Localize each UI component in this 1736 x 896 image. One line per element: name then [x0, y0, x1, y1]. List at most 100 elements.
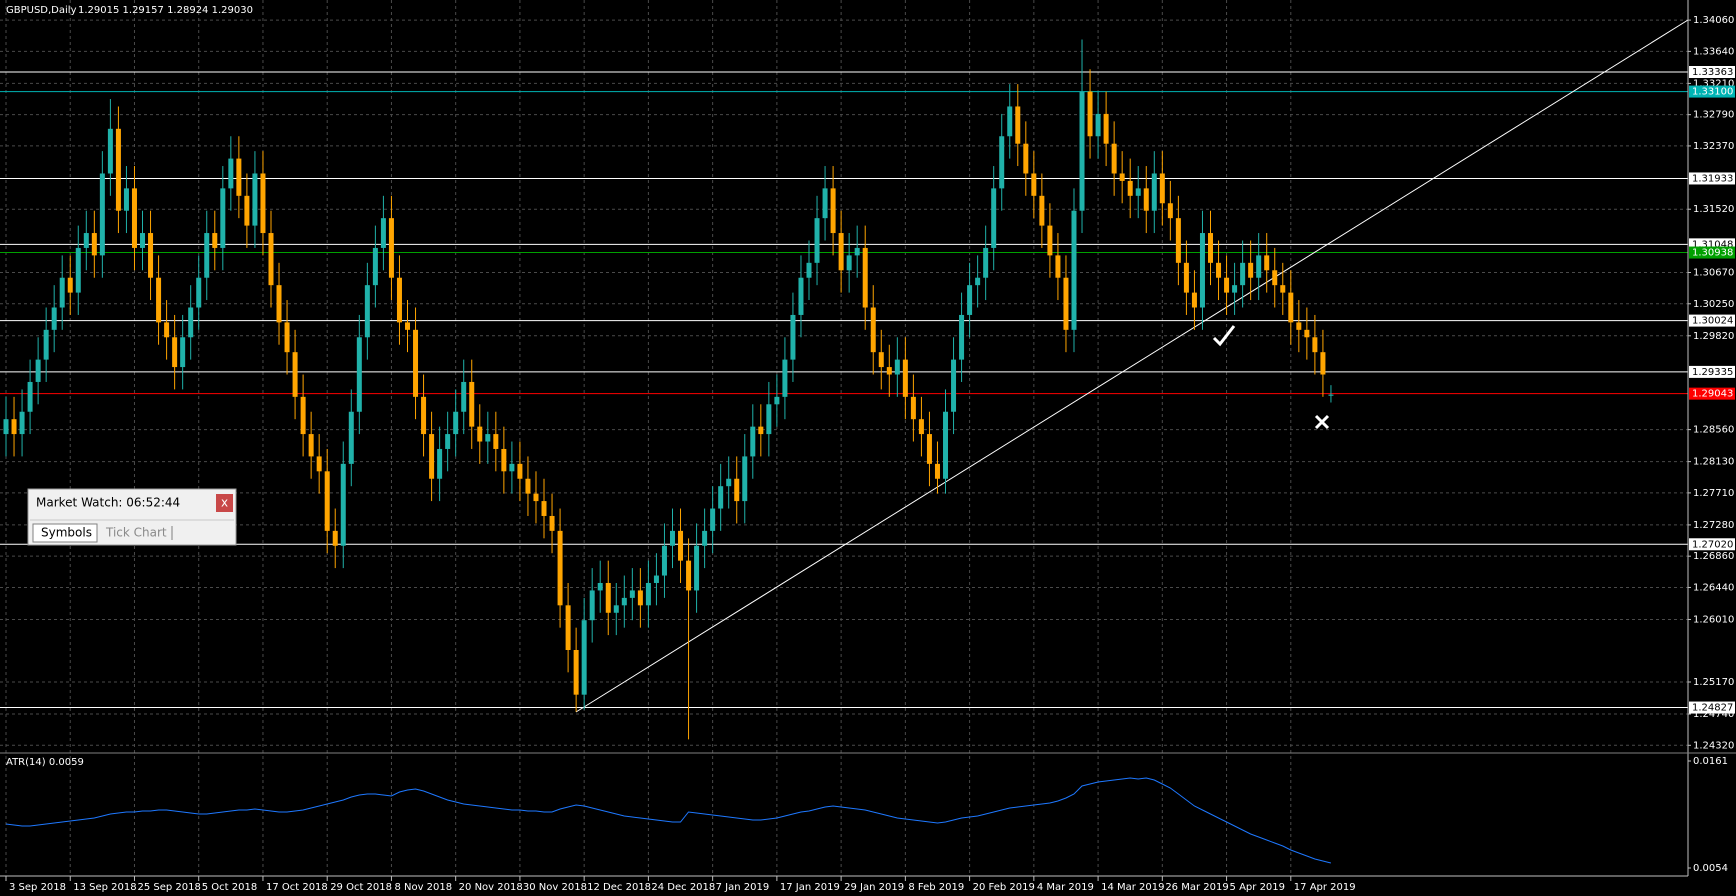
candle-body: [589, 590, 595, 621]
candle-body: [1127, 180, 1133, 196]
level-label-bg: [1689, 246, 1735, 259]
candle-body: [51, 307, 57, 330]
candle-body: [838, 233, 844, 271]
atr-y-tick-label: 0.0054: [1693, 863, 1728, 874]
candle-body: [1079, 91, 1085, 211]
x-tick-label: 17 Apr 2019: [1294, 882, 1356, 893]
candle-body: [854, 247, 860, 256]
y-tick-label: 1.33640: [1693, 46, 1734, 57]
tab-label[interactable]: Symbols: [41, 526, 92, 540]
y-tick-label: 1.32370: [1693, 141, 1734, 152]
level-label: 1.30024: [1692, 316, 1733, 327]
x-tick-label: 3 Sep 2018: [9, 882, 66, 893]
candle-body: [1312, 337, 1318, 353]
close-button[interactable]: [216, 494, 233, 512]
level-label: 1.31933: [1692, 173, 1733, 184]
x-tick-label: 12 Dec 2018: [587, 882, 651, 893]
x-tick-label: 24 Dec 2018: [651, 882, 715, 893]
x-tick-label: 8 Nov 2018: [394, 882, 452, 893]
candle-body: [485, 434, 491, 442]
level-label: 1.29335: [1692, 367, 1733, 378]
candle-body: [19, 411, 25, 435]
candle-body: [846, 255, 852, 271]
candle-body: [27, 381, 33, 412]
candle-body: [1304, 329, 1310, 338]
candle-body: [573, 649, 579, 695]
y-tick-label: 1.26860: [1693, 551, 1734, 562]
candle-body: [268, 233, 274, 286]
candle-body: [686, 560, 692, 591]
x-tick-label: 5 Oct 2018: [202, 882, 257, 893]
candle-body: [661, 545, 667, 576]
candle-body: [469, 381, 475, 427]
y-tick-label: 1.25170: [1693, 677, 1734, 688]
candle-body: [429, 434, 435, 479]
candle-body: [1288, 292, 1294, 323]
candle-body: [1095, 113, 1101, 137]
candle-body: [798, 277, 804, 315]
x-tick-label: 14 Mar 2019: [1101, 882, 1164, 893]
candle-body: [766, 404, 772, 435]
candle-body: [115, 128, 121, 211]
candle-body: [509, 463, 515, 472]
candle-body: [750, 426, 756, 457]
candle-body: [1240, 262, 1246, 286]
x-tick-label: 29 Oct 2018: [330, 882, 392, 893]
candle-body: [645, 582, 651, 606]
level-label: 1.24827: [1692, 703, 1733, 714]
x-tick-label: 26 Mar 2019: [1165, 882, 1228, 893]
y-tick-label: 1.26440: [1693, 582, 1734, 593]
level-label-bg: [1689, 65, 1735, 78]
candle-body: [1248, 262, 1254, 278]
level-label-bg: [1689, 172, 1735, 185]
candle-body: [75, 247, 81, 293]
candle-body: [67, 277, 73, 293]
candle-body: [1191, 292, 1197, 308]
candle-body: [862, 247, 868, 308]
candle-body: [405, 322, 410, 330]
candle-body: [380, 218, 386, 248]
candle-body: [621, 597, 627, 606]
candle-body: [236, 158, 242, 196]
candle-body: [1320, 352, 1326, 375]
level-label-bg: [1689, 538, 1735, 551]
candle-body: [983, 247, 989, 278]
candle-body: [581, 620, 587, 695]
candle-body: [710, 508, 716, 531]
atr-label: ATR(14) 0.0059: [6, 757, 84, 768]
candle-body: [774, 396, 780, 405]
candle-body: [822, 188, 828, 219]
candle-body: [1232, 285, 1238, 293]
candle-body: [107, 128, 113, 174]
candle-body: [1256, 255, 1262, 278]
candle-body: [975, 277, 981, 286]
y-tick-label: 1.28560: [1693, 425, 1734, 436]
y-tick-label: 1.29820: [1693, 331, 1734, 342]
candle-body: [790, 314, 796, 360]
candle-body: [461, 381, 467, 412]
candle-body: [597, 582, 603, 591]
candle-body: [340, 463, 346, 546]
candle-body: [1119, 173, 1125, 181]
candle-body: [1039, 195, 1045, 226]
tab-active[interactable]: [32, 523, 98, 543]
candle-body: [437, 448, 443, 479]
candle-body: [3, 419, 9, 435]
candle-body: [669, 530, 675, 546]
candle-body: [565, 605, 571, 650]
level-label-bg: [1689, 701, 1735, 714]
candle-body: [1151, 173, 1157, 211]
candle-body: [678, 530, 684, 561]
tab-label[interactable]: Tick Chart: [105, 526, 167, 540]
candle-body: [164, 322, 170, 338]
candle-body: [493, 434, 499, 449]
candle-body: [59, 277, 65, 308]
close-button-label[interactable]: x: [221, 496, 228, 510]
y-tick-label: 1.27710: [1693, 488, 1734, 499]
candle-body: [1055, 255, 1061, 278]
candle-body: [557, 530, 563, 606]
y-tick-label: 1.24320: [1693, 740, 1734, 751]
candle-body: [533, 493, 539, 502]
candle-body: [372, 247, 378, 286]
